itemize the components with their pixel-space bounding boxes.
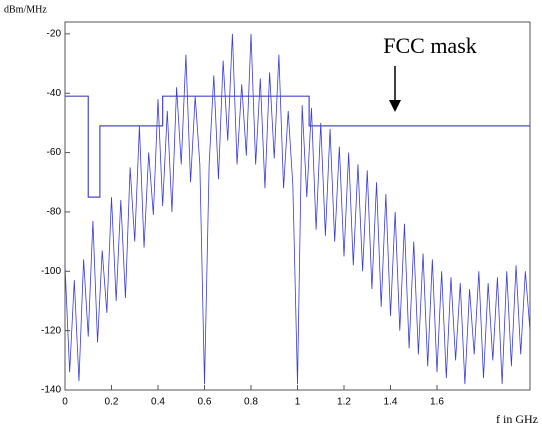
x-axis-label: f in GHz — [496, 412, 538, 426]
y-tick-label: -60 — [47, 147, 62, 158]
x-tick-label: 1.4 — [384, 397, 398, 408]
y-tick-label: -80 — [47, 207, 62, 218]
x-tick-label: 0.4 — [151, 397, 165, 408]
x-tick-label: 0.2 — [105, 397, 119, 408]
x-tick-label: 0.8 — [244, 397, 258, 408]
y-tick-label: -140 — [41, 385, 61, 396]
annotation: FCC mask — [383, 33, 477, 58]
spectrum-line — [64, 33, 531, 385]
mask-line — [65, 95, 530, 198]
x-tick-label: 1.6 — [430, 397, 444, 408]
y-tick-label: -100 — [41, 266, 61, 277]
y-tick-label: -20 — [47, 29, 62, 40]
y-axis-label: dBm/MHz — [4, 4, 47, 15]
y-tick-label: -40 — [47, 88, 62, 99]
y-tick-label: -120 — [41, 325, 61, 336]
x-tick-label: 0.6 — [198, 397, 212, 408]
x-tick-label: 1.2 — [337, 397, 351, 408]
arrow-head — [389, 100, 401, 112]
x-tick-label: 1 — [295, 397, 301, 408]
plot-area — [64, 21, 531, 391]
x-tick-label: 0 — [62, 397, 68, 408]
